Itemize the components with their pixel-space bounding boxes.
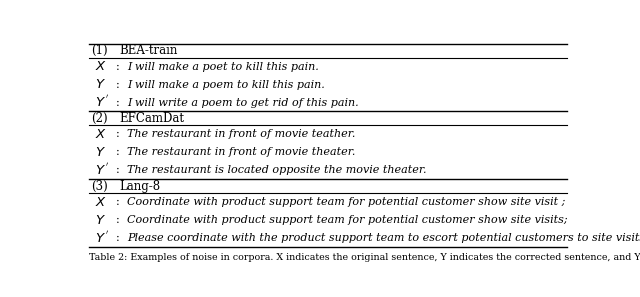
Text: Please coordinate with the product support team to escort potential customers to: Please coordinate with the product suppo…	[127, 233, 640, 243]
Text: BEA-train: BEA-train	[120, 44, 178, 57]
Text: $\mathbf{\mathit{X}}$: $\mathbf{\mathit{X}}$	[95, 60, 107, 73]
Text: (2): (2)	[91, 112, 108, 125]
Text: Coordinate with product support team for potential customer show site visits;: Coordinate with product support team for…	[127, 215, 568, 225]
Text: :: :	[116, 197, 120, 207]
Text: :: :	[116, 165, 120, 175]
Text: $'$: $'$	[105, 230, 109, 239]
Text: :: :	[116, 61, 120, 72]
Text: :: :	[116, 97, 120, 108]
Text: $\mathbf{\mathit{Y}}$: $\mathbf{\mathit{Y}}$	[95, 96, 106, 109]
Text: I will make a poet to kill this pain.: I will make a poet to kill this pain.	[127, 61, 319, 72]
Text: (1): (1)	[91, 44, 108, 57]
Text: I will make a poem to kill this pain.: I will make a poem to kill this pain.	[127, 80, 325, 90]
Text: Table 2: Examples of noise in corpora. X indicates the original sentence, Y indi: Table 2: Examples of noise in corpora. X…	[89, 253, 640, 263]
Text: $\mathbf{\mathit{Y}}$: $\mathbf{\mathit{Y}}$	[95, 78, 106, 91]
Text: $'$: $'$	[105, 162, 109, 171]
Text: EFCamDat: EFCamDat	[120, 112, 185, 125]
Text: $\mathbf{\mathit{Y}}$: $\mathbf{\mathit{Y}}$	[95, 146, 106, 159]
Text: :: :	[116, 147, 120, 157]
Text: $'$: $'$	[105, 94, 109, 103]
Text: $\mathbf{\mathit{Y}}$: $\mathbf{\mathit{Y}}$	[95, 232, 106, 245]
Text: The restaurant in front of movie theater.: The restaurant in front of movie theater…	[127, 147, 355, 157]
Text: $\mathbf{\mathit{X}}$: $\mathbf{\mathit{X}}$	[95, 128, 107, 141]
Text: The restaurant in front of movie teather.: The restaurant in front of movie teather…	[127, 129, 355, 140]
Text: :: :	[116, 215, 120, 225]
Text: $\mathbf{\mathit{Y}}$: $\mathbf{\mathit{Y}}$	[95, 214, 106, 227]
Text: Coordinate with product support team for potential customer show site visit ;: Coordinate with product support team for…	[127, 197, 566, 207]
Text: :: :	[116, 129, 120, 140]
Text: Lang-8: Lang-8	[120, 180, 161, 193]
Text: $\mathbf{\mathit{X}}$: $\mathbf{\mathit{X}}$	[95, 196, 107, 209]
Text: The restaurant is located opposite the movie theater.: The restaurant is located opposite the m…	[127, 165, 427, 175]
Text: I will write a poem to get rid of this pain.: I will write a poem to get rid of this p…	[127, 97, 359, 108]
Text: $\mathbf{\mathit{Y}}$: $\mathbf{\mathit{Y}}$	[95, 164, 106, 177]
Text: (3): (3)	[91, 180, 108, 193]
Text: :: :	[116, 233, 120, 243]
Text: :: :	[116, 80, 120, 90]
